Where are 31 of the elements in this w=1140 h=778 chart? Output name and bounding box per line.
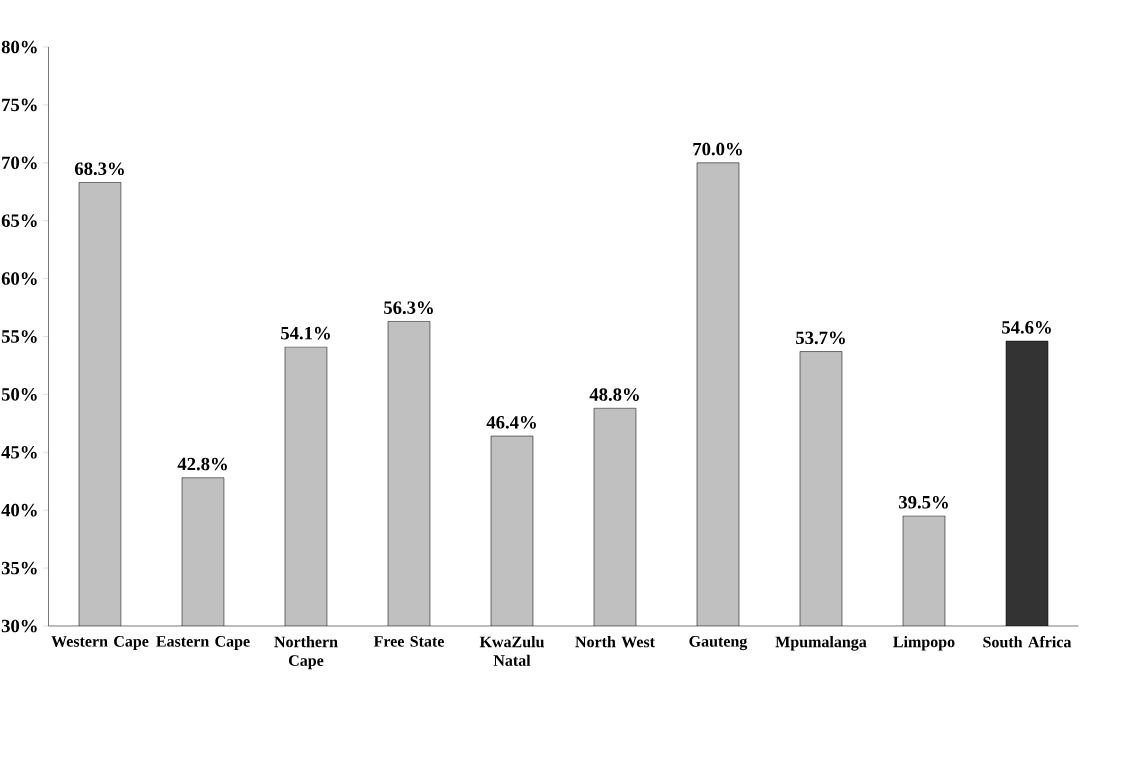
- x-tick-label: Free State: [373, 636, 444, 647]
- x-tick-label: Mpumalanga: [775, 636, 867, 651]
- x-tick-label: KwaZulu Natal: [479, 636, 545, 666]
- data-label: 42.8%: [177, 457, 227, 471]
- y-tick-label: 75%: [2, 98, 37, 112]
- data-label: 53.7%: [796, 331, 845, 345]
- y-tick-label: 30%: [1, 619, 37, 633]
- x-tick-label: Limpopo: [893, 636, 955, 651]
- data-label: 48.8%: [589, 388, 639, 401]
- x-tick-label: Gauteng: [689, 636, 748, 651]
- x-tick-label: North West: [575, 636, 655, 648]
- y-tick-label: 60%: [1, 272, 37, 285]
- data-label: 54.6%: [1002, 321, 1051, 334]
- x-tick-label: South Africa: [983, 636, 1072, 648]
- y-tick-label: 40%: [1, 503, 37, 517]
- data-label: 54.1%: [281, 326, 330, 340]
- y-tick-label: 80%: [1, 40, 37, 54]
- y-tick-label: 35%: [1, 561, 37, 575]
- x-tick-label: Western Cape: [51, 636, 149, 651]
- data-label: 56.3%: [384, 301, 433, 315]
- y-tick-label: 70%: [2, 156, 37, 170]
- x-tick-label: Eastern Cape: [156, 636, 250, 651]
- y-tick-label: 50%: [1, 388, 37, 401]
- data-label: 70.0%: [693, 142, 742, 156]
- y-tick-label: 65%: [1, 214, 37, 228]
- y-tick-label: 55%: [1, 330, 37, 343]
- data-label: 39.5%: [899, 495, 948, 509]
- y-tick-label: 45%: [1, 445, 37, 459]
- data-label: 68.3%: [74, 162, 124, 176]
- x-tick-label: Northern Cape: [274, 636, 338, 670]
- data-label: 46.4%: [486, 416, 536, 429]
